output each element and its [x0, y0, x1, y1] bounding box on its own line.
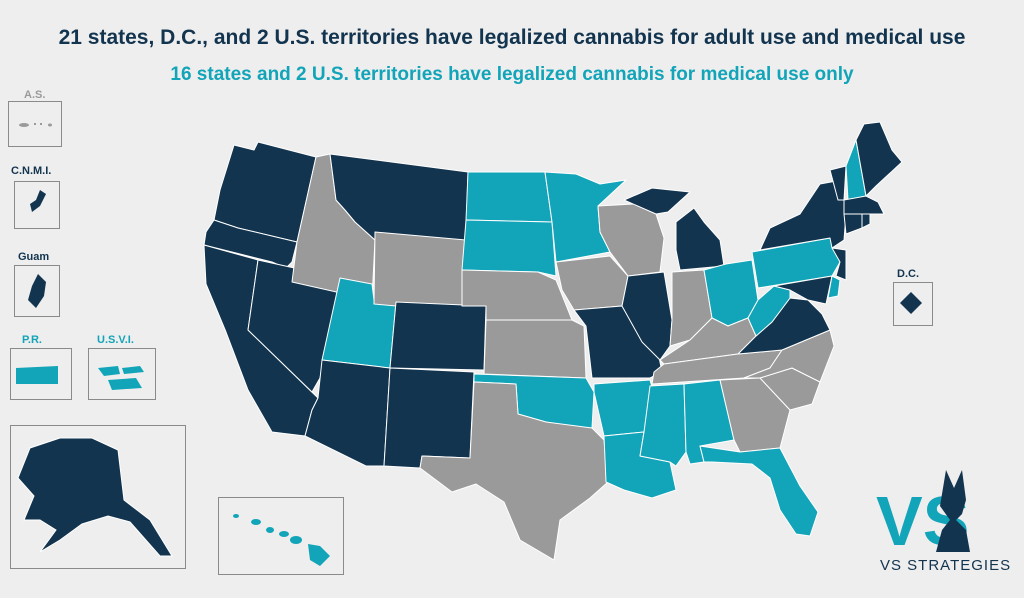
state-alaska: [17, 437, 173, 557]
label-dc: D.C.: [897, 268, 919, 280]
state-new-jersey: [831, 247, 847, 281]
label-puerto-rico: P.R.: [22, 334, 42, 346]
state-michigan: [623, 187, 725, 271]
state-connecticut: [843, 213, 863, 235]
state-maryland: [773, 275, 833, 305]
fox-knight-icon: [936, 470, 970, 552]
state-new-york: [759, 179, 847, 251]
state-illinois: [621, 271, 673, 361]
headline-adult-use: 21 states, D.C., and 2 U.S. territories …: [58, 26, 966, 49]
headline-medical-use: 16 states and 2 U.S. territories have le…: [170, 64, 854, 85]
shape-dc: [900, 292, 922, 314]
state-texas: [419, 381, 609, 561]
inset-usvi: [88, 348, 156, 400]
state-florida: [699, 445, 819, 537]
state-colorado: [389, 301, 487, 371]
state-hawaii: [233, 514, 330, 566]
label-guam: Guam: [18, 251, 50, 263]
vs-strategies-logo: VS: [876, 470, 970, 560]
label-cnmi: C.N.M.I.: [11, 165, 52, 177]
brand-name: VS STRATEGIES: [880, 557, 1012, 574]
shape-american-samoa: [19, 123, 52, 127]
state-delaware: [827, 275, 841, 299]
shape-guam: [28, 274, 46, 308]
state-west-virginia: [747, 285, 791, 337]
inset-cnmi: [14, 181, 60, 229]
state-rhode-island: [861, 213, 871, 229]
state-kansas: [483, 319, 587, 379]
label-usvi: U.S.V.I.: [97, 334, 134, 346]
state-massachusetts: [843, 195, 885, 215]
state-north-dakota: [465, 171, 553, 223]
state-iowa: [555, 255, 629, 311]
shape-puerto-rico: [16, 366, 58, 384]
label-american-samoa: A.S.: [24, 89, 46, 101]
state-wyoming: [373, 231, 467, 313]
state-new-mexico: [383, 367, 475, 469]
shape-usvi: [98, 366, 144, 390]
state-north-carolina: [743, 329, 835, 383]
state-maine: [855, 121, 903, 197]
state-south-dakota: [461, 219, 557, 277]
shape-cnmi: [30, 190, 46, 212]
